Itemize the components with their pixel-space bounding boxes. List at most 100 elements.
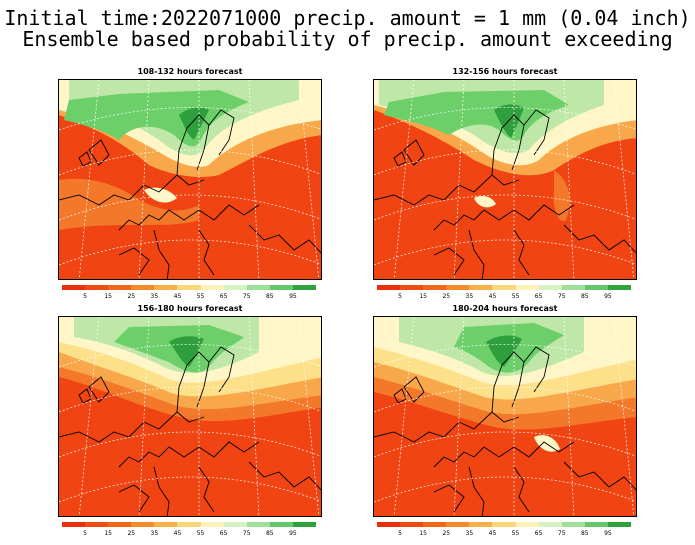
colorbar — [62, 522, 317, 527]
colorbar-label: 35 — [465, 530, 474, 537]
colorbar-swatch — [423, 522, 447, 527]
colorbar-swatch — [177, 522, 201, 527]
probability-map — [58, 79, 322, 280]
colorbar-label: 35 — [150, 293, 159, 300]
colorbar-swatch — [446, 285, 470, 290]
colorbar-label: 85 — [265, 293, 274, 300]
colorbar-label: 95 — [289, 293, 297, 300]
colorbar-label: 55 — [196, 293, 205, 300]
colorbar-labels: 5 15 25 35 45 55 65 75 85 95 — [62, 293, 316, 301]
colorbar-swatch — [561, 522, 585, 527]
colorbar-label: 15 — [104, 293, 112, 300]
colorbar-label: 25 — [127, 293, 136, 300]
colorbar-swatch — [446, 522, 470, 527]
colorbar-label: 65 — [219, 293, 228, 300]
probability-map — [373, 316, 637, 517]
colorbar-swatch — [223, 285, 247, 290]
colorbar-label: 35 — [150, 530, 159, 537]
colorbar-swatch — [400, 522, 424, 527]
colorbar-swatch — [515, 522, 539, 527]
colorbar-swatch — [377, 522, 401, 527]
panel-title: 180-204 hours forecast — [452, 304, 558, 313]
colorbar-swatch — [223, 522, 247, 527]
colorbar-label: 45 — [173, 530, 182, 537]
colorbar-labels: 5 15 25 35 45 55 65 75 85 95 — [377, 530, 631, 538]
colorbar-label: 65 — [534, 530, 543, 537]
colorbar-label: 75 — [557, 530, 566, 537]
colorbar-labels: 5 15 25 35 45 55 65 75 85 95 — [377, 293, 631, 301]
colorbar-swatch — [515, 285, 539, 290]
colorbar-swatch — [292, 522, 317, 527]
colorbar-swatch — [131, 522, 155, 527]
colorbar-swatch — [131, 285, 155, 290]
colorbar-swatch — [177, 285, 201, 290]
colorbar-label: 5 — [398, 293, 402, 300]
colorbar-label: 35 — [465, 293, 474, 300]
colorbar-label: 5 — [83, 293, 87, 300]
colorbar-label: 75 — [242, 530, 251, 537]
colorbar-swatch — [154, 285, 178, 290]
colorbar-label: 75 — [242, 293, 251, 300]
colorbar-swatch — [246, 285, 270, 290]
colorbar-swatch — [584, 522, 608, 527]
colorbar-swatch — [85, 285, 109, 290]
panel-title: 108-132 hours forecast — [137, 67, 243, 76]
panel-title: 132-156 hours forecast — [452, 67, 558, 76]
colorbar-swatch — [492, 522, 516, 527]
colorbar-swatch — [154, 522, 178, 527]
colorbar-label: 25 — [442, 293, 451, 300]
colorbar-label: 15 — [104, 530, 112, 537]
colorbar-swatch — [469, 522, 493, 527]
colorbar-label: 5 — [398, 530, 402, 537]
colorbar-label: 55 — [511, 530, 520, 537]
probability-map — [373, 79, 637, 280]
colorbar-label: 65 — [534, 293, 543, 300]
colorbar-swatch — [469, 285, 493, 290]
colorbar-label: 45 — [488, 530, 497, 537]
colorbar-label: 5 — [83, 530, 87, 537]
chart-title-line1: Initial time:2022071000 precip. amount =… — [4, 6, 691, 30]
colorbar-labels: 5 15 25 35 45 55 65 75 85 95 — [62, 530, 316, 538]
colorbar-swatch — [377, 285, 401, 290]
colorbar-label: 95 — [289, 530, 297, 537]
colorbar-swatch — [269, 522, 293, 527]
colorbar-swatch — [400, 285, 424, 290]
colorbar-swatch — [108, 522, 132, 527]
colorbar-label: 95 — [604, 293, 612, 300]
chart-title-line2: Ensemble based probability of precip. am… — [22, 27, 673, 51]
colorbar-swatch — [62, 522, 86, 527]
colorbar-swatch — [492, 285, 516, 290]
colorbar-label: 15 — [419, 530, 427, 537]
colorbar-swatch — [108, 285, 132, 290]
colorbar-swatch — [538, 522, 562, 527]
colorbar-swatch — [538, 285, 562, 290]
colorbar-label: 75 — [557, 293, 566, 300]
colorbar — [377, 285, 632, 290]
colorbar-swatch — [62, 285, 86, 290]
colorbar-swatch — [607, 522, 632, 527]
colorbar-label: 45 — [488, 293, 497, 300]
colorbar-swatch — [269, 285, 293, 290]
colorbar-label: 85 — [580, 530, 589, 537]
colorbar-label: 85 — [265, 530, 274, 537]
colorbar-swatch — [85, 522, 109, 527]
colorbar-label: 25 — [442, 530, 451, 537]
colorbar-label: 15 — [419, 293, 427, 300]
panel-title: 156-180 hours forecast — [137, 304, 243, 313]
colorbar-label: 55 — [196, 530, 205, 537]
colorbar-label: 85 — [580, 293, 589, 300]
colorbar-label: 45 — [173, 293, 182, 300]
colorbar-swatch — [561, 285, 585, 290]
colorbar-swatch — [607, 285, 632, 290]
colorbar-label: 95 — [604, 530, 612, 537]
colorbar-label: 55 — [511, 293, 520, 300]
colorbar-label: 65 — [219, 530, 228, 537]
probability-map — [58, 316, 322, 517]
colorbar-swatch — [292, 285, 317, 290]
colorbar — [62, 285, 317, 290]
colorbar-label: 25 — [127, 530, 136, 537]
colorbar — [377, 522, 632, 527]
colorbar-swatch — [246, 522, 270, 527]
colorbar-swatch — [200, 285, 224, 290]
colorbar-swatch — [584, 285, 608, 290]
